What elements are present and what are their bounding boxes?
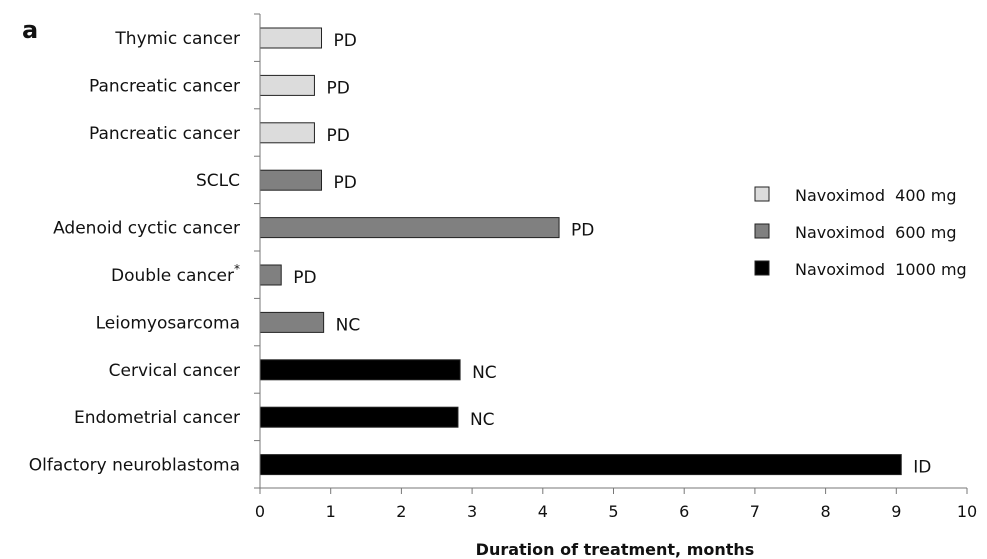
category-label: Pancreatic cancer	[89, 124, 240, 144]
x-tick-label: 10	[957, 502, 977, 521]
category-label: Cervical cancer	[109, 361, 240, 381]
legend-swatch	[754, 223, 770, 239]
category-label: Double cancer*	[111, 262, 240, 286]
x-tick-label: 4	[538, 502, 548, 521]
category-label: SCLC	[196, 171, 240, 191]
bar-3	[259, 122, 315, 144]
bar-8	[259, 359, 461, 381]
category-label: Olfactory neuroblastoma	[29, 456, 240, 476]
response-label: NC	[470, 410, 495, 430]
x-axis-title: Duration of treatment, months	[476, 540, 755, 559]
response-label: PD	[334, 31, 357, 51]
bars-layer: Thymic cancer PD Pancreatic cancer PD Pancre…	[29, 27, 931, 478]
category-label-text: Adenoid cyctic cancer	[53, 219, 240, 239]
x-tick-label: 6	[679, 502, 689, 521]
bar-6	[259, 264, 282, 286]
category-label-text: Cervical cancer	[109, 361, 240, 381]
x-tick-label: 9	[891, 502, 901, 521]
category-label-text: SCLC	[196, 171, 240, 191]
x-tick-label: 8	[821, 502, 831, 521]
category-label: Thymic cancer	[114, 29, 240, 49]
bar-9	[259, 406, 459, 428]
response-label: PD	[334, 173, 357, 193]
legend-swatch	[754, 186, 770, 202]
category-label-text: Olfactory neuroblastoma	[29, 456, 240, 476]
category-label-text: Endometrial cancer	[74, 408, 240, 428]
response-label: NC	[336, 315, 361, 335]
category-label-text: Thymic cancer	[114, 29, 240, 49]
bar-4	[259, 169, 323, 191]
category-label: Adenoid cyctic cancer	[53, 219, 240, 239]
category-footnote-marker: *	[234, 262, 240, 276]
panel-letter: a	[22, 16, 38, 44]
x-tick-label: 2	[396, 502, 406, 521]
legend-label: Navoximod 1000 mg	[795, 260, 967, 279]
response-label: PD	[571, 221, 594, 241]
x-tick-label: 0	[255, 502, 265, 521]
category-label-text: Pancreatic cancer	[89, 76, 240, 96]
legend-label: Navoximod 400 mg	[795, 186, 957, 205]
category-label: Pancreatic cancer	[89, 76, 240, 96]
bar-10	[259, 454, 902, 476]
legend: Navoximod 400 mg Navoximod 600 mg Navoximo…	[754, 186, 967, 279]
bar-7	[259, 311, 325, 333]
bar-2	[259, 74, 315, 96]
category-label: Endometrial cancer	[74, 408, 240, 428]
category-label-text: Leiomyosarcoma	[96, 313, 240, 333]
response-label: PD	[326, 126, 349, 146]
response-label: NC	[472, 363, 497, 383]
response-label: PD	[326, 78, 349, 98]
bar-1	[259, 27, 323, 49]
x-tick-label: 3	[467, 502, 477, 521]
category-label: Leiomyosarcoma	[96, 313, 240, 333]
legend-label: Navoximod 600 mg	[795, 223, 957, 242]
bar-5	[259, 217, 560, 239]
x-tick-label: 7	[750, 502, 760, 521]
response-label: ID	[913, 458, 931, 478]
category-label-text: Pancreatic cancer	[89, 124, 240, 144]
x-tick-label: 5	[608, 502, 618, 521]
axis-layer: 0 1 2 3 4 5 6 7 8 9 10	[254, 13, 977, 521]
legend-swatch	[754, 260, 770, 276]
category-label-text: Double cancer	[111, 266, 234, 286]
response-label: PD	[293, 268, 316, 288]
x-tick-label: 1	[326, 502, 336, 521]
